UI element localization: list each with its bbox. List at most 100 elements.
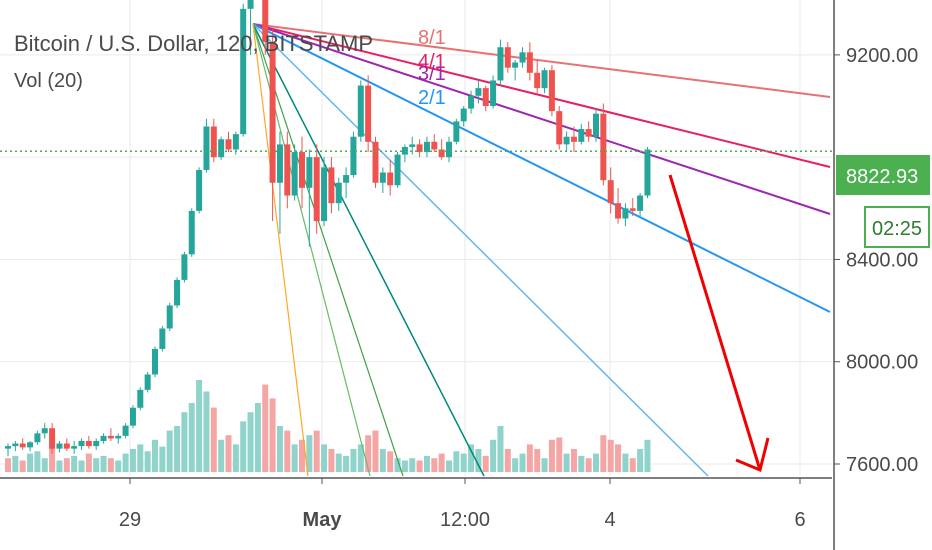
volume-bar xyxy=(284,430,291,472)
fan-label: 3/1 xyxy=(418,63,446,85)
volume-bar xyxy=(240,421,247,472)
volume-bar xyxy=(100,455,107,472)
candle-body xyxy=(622,208,629,219)
fan-label: 8/1 xyxy=(418,27,446,49)
volume-bar xyxy=(607,439,614,472)
candle-body xyxy=(63,443,70,449)
candle-body xyxy=(475,88,482,96)
candle-body xyxy=(431,141,438,150)
volume-bar xyxy=(262,384,269,472)
candle-body xyxy=(548,70,555,112)
candle-body xyxy=(115,435,122,439)
candle-body xyxy=(240,8,247,135)
candle-body xyxy=(541,70,548,89)
volume-bar xyxy=(593,453,599,472)
volume-bar xyxy=(379,449,386,472)
candle-body xyxy=(350,136,357,176)
volume-bar xyxy=(159,446,166,472)
fan-label: 2/1 xyxy=(418,87,446,109)
candle-body xyxy=(600,113,607,181)
volume-bar xyxy=(174,426,181,472)
candle-body xyxy=(188,210,195,255)
countdown-label: 02:25 xyxy=(872,218,922,240)
volume-bar xyxy=(438,453,445,472)
volume-bar xyxy=(254,403,261,472)
candle-body xyxy=(372,141,379,183)
gann-fan-line xyxy=(252,23,404,477)
candle-body xyxy=(49,428,56,449)
candle-body xyxy=(269,42,276,183)
volume-bar xyxy=(615,444,622,472)
annotation-arrow-head xyxy=(735,437,770,473)
candle-body xyxy=(313,157,320,222)
volume-bar xyxy=(350,449,357,472)
candle-body xyxy=(416,144,423,153)
volume-bar xyxy=(475,449,482,472)
volume-bar xyxy=(556,437,563,472)
countdown-badge xyxy=(864,206,930,248)
candle-body xyxy=(262,0,269,43)
volume-bar xyxy=(19,460,26,472)
candle-body xyxy=(41,428,48,434)
volume-bar xyxy=(56,460,63,472)
candle-body xyxy=(468,95,475,109)
x-tick-label: 6 xyxy=(794,509,805,531)
candle-body xyxy=(578,129,585,142)
candle-body xyxy=(453,121,460,142)
volume-bar xyxy=(644,439,651,472)
volume-bar xyxy=(490,439,497,472)
volume-bar xyxy=(446,460,452,472)
volume-bar xyxy=(423,455,430,472)
volume-bar xyxy=(335,453,342,472)
volume-bar xyxy=(321,444,328,472)
volume-bar xyxy=(78,460,85,472)
candle-body xyxy=(379,172,386,183)
gann-fan-line xyxy=(252,23,831,168)
candle-body xyxy=(401,146,408,155)
candle-body xyxy=(629,208,636,211)
candle-body xyxy=(343,175,350,183)
candle-body xyxy=(299,152,305,188)
candle-body xyxy=(504,47,511,68)
volume-bar xyxy=(181,412,188,472)
candle-body xyxy=(78,440,85,447)
candle-body xyxy=(56,443,63,449)
candle-body xyxy=(291,152,298,196)
volume-bar xyxy=(357,444,364,472)
candle-body xyxy=(328,167,335,204)
candle-body xyxy=(107,435,114,439)
candle-body xyxy=(225,139,232,150)
candle-body xyxy=(247,0,254,9)
volume-bar xyxy=(600,435,607,472)
volume-bar xyxy=(519,453,526,472)
volume-bar xyxy=(306,435,313,472)
volume-bar xyxy=(107,458,114,472)
candle-body xyxy=(122,425,129,436)
y-tick-label: 9200.00 xyxy=(846,45,918,67)
candle-body xyxy=(5,446,11,449)
volume-bar xyxy=(27,453,34,472)
volume-bar xyxy=(12,455,19,472)
volume-bar xyxy=(482,455,489,472)
volume-bar xyxy=(394,458,401,472)
y-tick-label: 8400.00 xyxy=(846,249,918,271)
candle-body xyxy=(232,134,239,150)
volume-bar xyxy=(291,444,298,472)
volume-bar xyxy=(49,446,56,472)
candle-body xyxy=(409,144,416,147)
volume-bar xyxy=(196,380,203,472)
candle-body xyxy=(335,182,342,204)
candle-body xyxy=(144,374,151,390)
chart-legend: Bitcoin / U.S. Dollar, 120, BITSTAMP Vol… xyxy=(14,30,373,94)
volume-bar xyxy=(93,458,100,472)
candle-body xyxy=(71,446,78,449)
candle-body xyxy=(446,141,452,158)
x-tick-label: May xyxy=(303,509,343,531)
candle-body xyxy=(593,113,599,137)
candle-body xyxy=(85,440,92,447)
volume-bar xyxy=(313,430,320,472)
candle-body xyxy=(218,139,225,158)
candle-body xyxy=(27,442,34,448)
